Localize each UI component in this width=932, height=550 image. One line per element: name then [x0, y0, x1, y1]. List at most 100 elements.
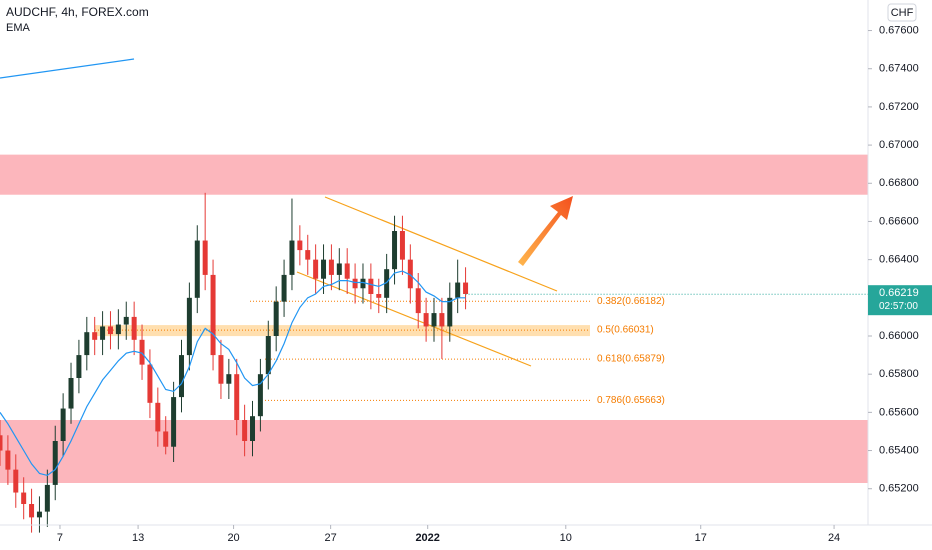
candle-body — [60, 408, 66, 441]
y-tick-label: 0.67000 — [879, 139, 919, 151]
candle-body — [242, 420, 248, 441]
candle-body — [123, 316, 129, 325]
candle-body — [100, 326, 106, 340]
chart-title: AUDCHF, 4h, FOREX.com — [6, 5, 149, 19]
candle-body — [257, 374, 263, 417]
y-tick-label: 0.65200 — [879, 483, 919, 495]
candle-body — [29, 504, 35, 518]
candle-body — [376, 294, 382, 298]
candle-body — [76, 355, 82, 378]
y-tick-label: 0.65600 — [879, 406, 919, 418]
candle-body — [147, 364, 153, 403]
candle-body — [131, 316, 137, 340]
candle-body — [36, 511, 42, 518]
candle-body — [321, 259, 327, 279]
y-tick-label: 0.67600 — [879, 24, 919, 36]
candle-body — [368, 278, 374, 294]
candle-body — [44, 484, 50, 512]
candle-body — [218, 355, 224, 384]
candle-body — [155, 402, 161, 432]
y-tick-label: 0.66800 — [879, 177, 919, 189]
candle-body — [5, 450, 11, 470]
candle-body — [273, 301, 279, 336]
y-tick-label: 0.67200 — [879, 101, 919, 113]
candle-body — [297, 240, 303, 251]
x-tick-label: 2022 — [415, 532, 439, 544]
candle-body — [415, 288, 421, 314]
x-tick-label: 27 — [325, 532, 337, 544]
fib-label: 0.786(0.65663) — [597, 395, 665, 406]
indicator-label: EMA — [6, 22, 31, 34]
candle-body — [234, 374, 240, 420]
countdown: 02:57:00 — [879, 301, 918, 312]
candle-body — [84, 332, 90, 356]
candle-body — [178, 355, 184, 398]
arrow — [518, 196, 573, 266]
ema-line — [0, 270, 466, 477]
candle-body — [447, 297, 453, 327]
candle-body — [352, 278, 358, 289]
candle-body — [399, 231, 405, 260]
y-tick-label: 0.66000 — [879, 330, 919, 342]
candle-body — [313, 259, 319, 279]
channel-upper — [324, 196, 558, 292]
currency-box — [887, 3, 917, 22]
channel-lower — [296, 271, 532, 367]
candle-body — [21, 492, 27, 504]
fib-band — [95, 325, 590, 337]
candle-body — [463, 282, 469, 294]
fib-label: 0.5(0.66031) — [597, 325, 654, 336]
candle-body — [423, 313, 429, 327]
y-tick-label: 0.65800 — [879, 368, 919, 380]
trend-line — [0, 58, 135, 79]
candle-body — [305, 250, 311, 260]
x-tick-label: 10 — [560, 532, 572, 544]
x-tick-label: 24 — [828, 532, 840, 544]
y-tick-label: 0.65400 — [879, 444, 919, 456]
candle-body — [407, 259, 413, 289]
candle-body — [186, 297, 192, 356]
candle-body — [384, 269, 390, 298]
candle-body — [0, 435, 3, 451]
candle-body — [52, 441, 58, 485]
zone — [0, 420, 868, 483]
candle-body — [439, 313, 445, 327]
candle-body — [265, 336, 271, 375]
currency: CHF — [891, 7, 914, 19]
last-price-box — [868, 285, 932, 316]
candle-body — [431, 313, 437, 327]
candle-body — [328, 259, 334, 275]
fib-label: 0.618(0.65879) — [597, 354, 665, 365]
y-tick-label: 0.66400 — [879, 254, 919, 266]
candle-body — [139, 339, 145, 365]
candle-body — [455, 282, 461, 298]
candle-body — [250, 416, 256, 441]
x-tick-label: 13 — [132, 532, 144, 544]
y-tick-label: 0.67400 — [879, 63, 919, 75]
candle-body — [171, 397, 177, 447]
candle-body — [115, 324, 121, 335]
candle-body — [13, 469, 19, 493]
last-price: 0.66219 — [879, 287, 919, 299]
candle-body — [226, 374, 232, 384]
candle-body — [210, 274, 216, 356]
candle-body — [289, 240, 295, 275]
x-tick-label: 20 — [227, 532, 239, 544]
candle-body — [68, 378, 74, 409]
candle-body — [360, 278, 366, 289]
y-tick-label: 0.66600 — [879, 215, 919, 227]
x-tick-label: 17 — [695, 532, 707, 544]
price-axis — [868, 0, 932, 550]
candle-body — [163, 431, 169, 447]
candle-body — [92, 332, 98, 340]
candle-body — [336, 263, 342, 275]
candle-body — [194, 240, 200, 298]
candle-body — [281, 274, 287, 302]
x-tick-label: 7 — [57, 532, 63, 544]
fib-label: 0.382(0.66182) — [597, 296, 665, 307]
zone — [0, 154, 868, 195]
candle-body — [107, 326, 113, 335]
candle-body — [392, 231, 398, 270]
